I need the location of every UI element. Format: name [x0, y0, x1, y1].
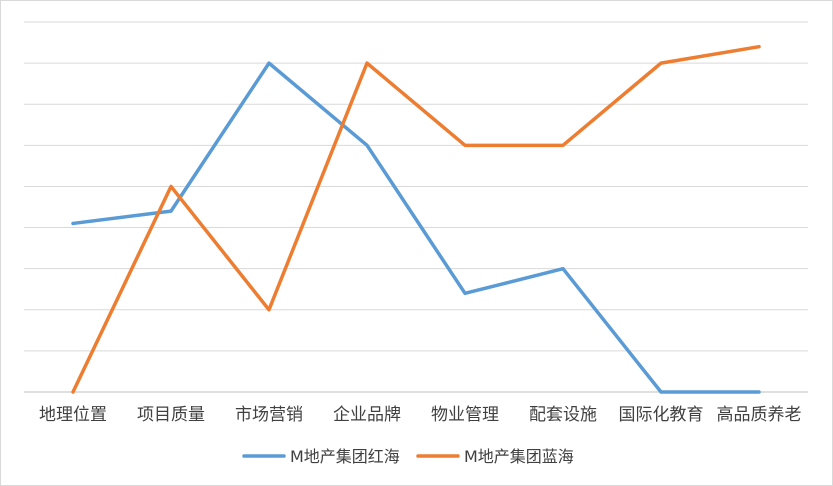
- legend-label: M地产集团红海: [290, 447, 400, 466]
- legend: M地产集团红海 M地产集团蓝海: [242, 447, 574, 466]
- series-line-2: [71, 44, 761, 394]
- x-tick-label: 国际化教育: [619, 405, 704, 425]
- series-lines: [71, 44, 761, 394]
- gridlines: [24, 21, 808, 393]
- x-axis-tick-labels: 地理位置 项目质量 市场营销 企业品牌 物业管理 配套设施 国际化教育 高品质养老: [39, 405, 802, 425]
- x-tick-label: 市场营销: [235, 405, 303, 425]
- x-tick-label: 企业品牌: [333, 405, 401, 425]
- legend-label: M地产集团蓝海: [464, 447, 574, 466]
- series-line-1: [71, 61, 761, 394]
- x-tick-label: 物业管理: [431, 405, 499, 425]
- x-tick-label: 高品质养老: [717, 405, 802, 425]
- x-tick-label: 配套设施: [529, 405, 597, 425]
- x-tick-label: 项目质量: [137, 405, 205, 425]
- x-tick-label: 地理位置: [39, 405, 107, 425]
